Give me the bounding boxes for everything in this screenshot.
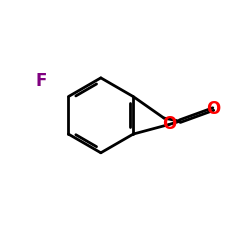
Text: O: O	[206, 100, 220, 118]
Text: O: O	[162, 115, 176, 133]
Text: F: F	[35, 72, 46, 90]
